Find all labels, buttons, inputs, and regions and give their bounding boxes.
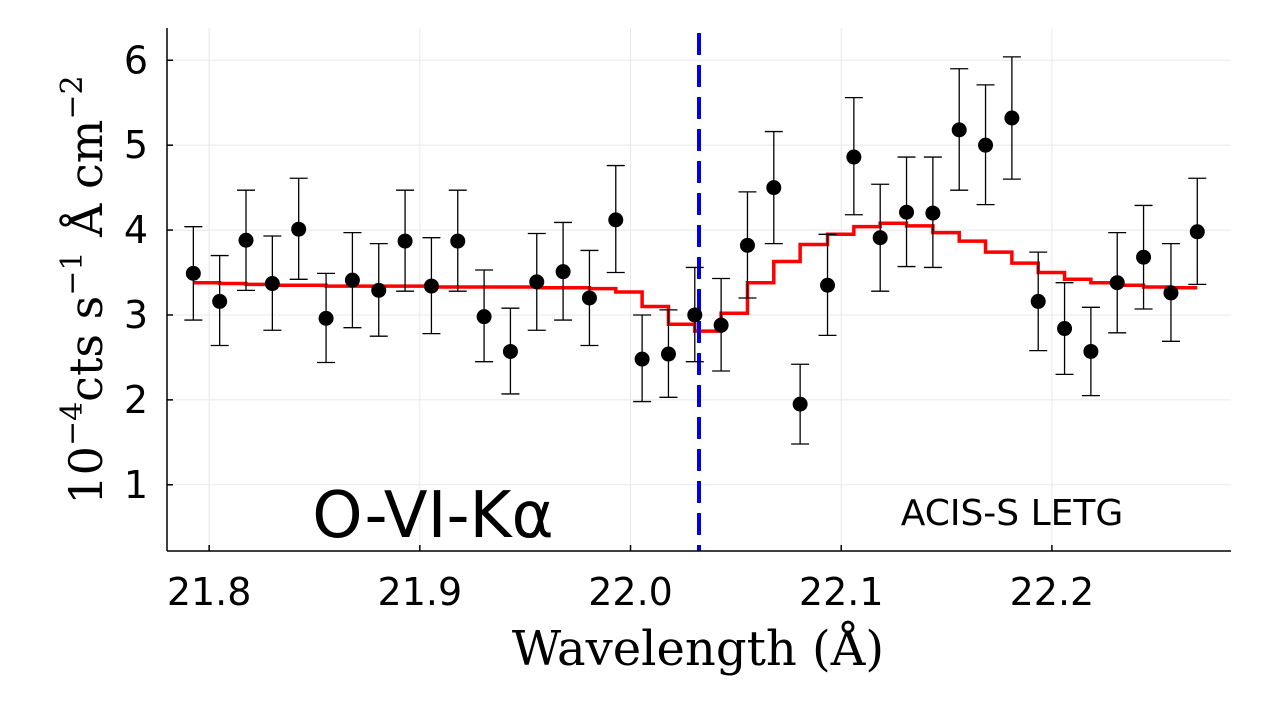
data-point-35 (1109, 275, 1125, 291)
y-tick-label-0: 1 (124, 463, 148, 507)
data-point-17 (634, 351, 650, 367)
y-axis-title-rest-exp: −2 (55, 75, 90, 119)
data-point-24 (820, 277, 836, 293)
data-point-19 (687, 307, 703, 323)
x-tick-label-2: 22.0 (588, 570, 673, 614)
data-point-27 (899, 204, 915, 220)
data-point-20 (713, 317, 729, 333)
data-point-37 (1163, 285, 1179, 301)
data-point-31 (1004, 110, 1020, 126)
data-point-10 (450, 233, 466, 249)
x-tick-label-0: 21.8 (167, 570, 252, 614)
data-points (185, 110, 1205, 412)
data-point-26 (872, 230, 888, 246)
y-axis-title-prefix-exp: −4 (55, 402, 90, 446)
data-point-21 (739, 237, 755, 253)
data-point-32 (1030, 293, 1046, 309)
data-point-29 (951, 122, 967, 138)
data-point-13 (529, 274, 545, 290)
x-tick-label-1: 21.9 (378, 570, 463, 614)
y-axis-title-prefix: 10 (59, 446, 113, 505)
data-point-1 (212, 293, 228, 309)
data-point-12 (502, 343, 518, 359)
data-point-38 (1189, 224, 1205, 240)
data-point-28 (925, 205, 941, 221)
data-point-18 (660, 346, 676, 362)
y-tick-label-3: 4 (124, 208, 148, 252)
data-point-7 (371, 282, 387, 298)
annotation-line-label: O-VI-Kα (312, 479, 553, 553)
data-point-6 (344, 272, 360, 288)
axes (166, 28, 1231, 552)
data-point-8 (397, 233, 413, 249)
data-point-30 (978, 137, 994, 153)
y-tick-label-4: 5 (124, 123, 148, 167)
y-axis-title: 10−4cts s−1 Å cm−2 (55, 75, 113, 504)
x-tick-label-3: 22.1 (799, 570, 884, 614)
data-point-23 (792, 396, 808, 412)
data-point-3 (264, 276, 280, 292)
y-axis-title-main-exp: −1 (55, 251, 90, 295)
tick-labels: 21.8 21.9 22.0 22.1 22.2 1 2 3 4 5 6 (124, 38, 1094, 614)
x-axis-title: Wavelength (Å) (512, 620, 884, 677)
y-axis-title-main: cts s (59, 296, 113, 402)
y-tick-label-1: 2 (124, 378, 148, 422)
y-tick-label-5: 6 (124, 38, 148, 82)
x-tick-label-4: 22.2 (1010, 570, 1095, 614)
data-point-5 (318, 310, 334, 326)
data-point-15 (581, 290, 597, 306)
data-point-33 (1057, 321, 1073, 337)
data-point-16 (608, 212, 624, 228)
data-point-14 (555, 264, 571, 280)
y-tick-label-2: 3 (124, 293, 148, 337)
data-point-22 (766, 180, 782, 196)
data-point-11 (476, 309, 492, 325)
data-point-4 (291, 221, 307, 237)
data-point-36 (1136, 249, 1152, 265)
annotation-instrument: ACIS-S LETG (901, 493, 1124, 534)
data-point-2 (238, 232, 254, 248)
y-axis-title-rest: Å cm (58, 120, 113, 252)
data-point-34 (1083, 343, 1099, 359)
data-point-25 (846, 149, 862, 165)
data-point-9 (423, 278, 439, 294)
data-point-0 (185, 265, 201, 281)
